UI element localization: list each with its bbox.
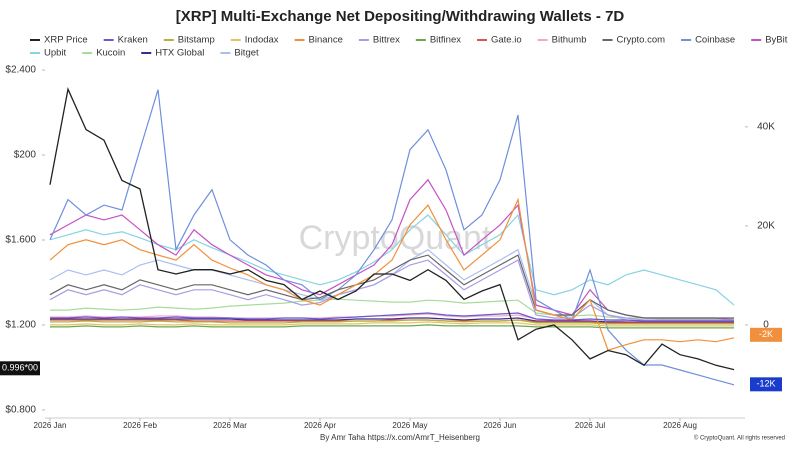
x-tick-label: 2026 Mar [213, 421, 247, 430]
value-badge-label: -12K [756, 379, 775, 389]
x-tick-label: 2026 Feb [123, 421, 157, 430]
legend-label: Bithumb [552, 35, 587, 46]
series-line [50, 313, 734, 322]
series-line [49, 87, 735, 371]
legend-label: Binance [309, 35, 343, 46]
series-line [50, 298, 734, 320]
series-line [50, 324, 734, 329]
value-badge-label: 0.996*00 [2, 363, 38, 373]
value-badge [750, 327, 782, 342]
legend-label: ByBit [765, 35, 788, 46]
value-badge [0, 361, 40, 376]
legend-label: HTX Global [155, 48, 204, 59]
legend-label: Indodax [245, 35, 279, 46]
x-tick-label: 2026 Apr [304, 421, 336, 430]
legend-label: Crypto.com [616, 35, 665, 46]
series-line [50, 319, 734, 324]
series-line [49, 213, 735, 306]
legend-label: Upbit [44, 48, 67, 59]
legend-label: XRP Price [44, 35, 88, 46]
legend-label: Bittrex [373, 35, 400, 46]
x-tick-label: 2026 Jul [575, 421, 605, 430]
x-tick-label: 2026 Jan [34, 421, 67, 430]
x-tick-label: 2026 Aug [663, 421, 697, 430]
series-line [50, 317, 734, 323]
legend-label: Bitfinex [430, 35, 461, 46]
series-line [49, 89, 735, 386]
series-line [50, 312, 734, 322]
series-line [49, 259, 734, 321]
legend-label: Bitget [234, 48, 259, 59]
copyright: © CryptoQuant. All rights reserved [694, 435, 785, 442]
legend-label: Kucoin [96, 48, 125, 59]
y-tick-label: $1.200 [5, 320, 36, 331]
y2-tick-label: 20K [757, 221, 775, 232]
footer: By Amr Taha https://x.com/AmrT_Heisenber… [320, 433, 480, 442]
series-line [49, 254, 734, 319]
x-tick-label: 2026 May [392, 421, 427, 430]
series-line [50, 319, 734, 325]
y-tick-label: $1.600 [5, 235, 36, 246]
legend-label: Bitstamp [178, 35, 215, 46]
value-badge [750, 377, 782, 392]
y-tick-label: $0.800 [5, 405, 36, 416]
y-tick-label: $2.400 [5, 65, 36, 76]
y2-tick-label: 0 [763, 320, 769, 331]
x-tick-label: 2026 Jun [484, 421, 517, 430]
value-badge-label: -2K [759, 329, 773, 339]
y2-tick-label: 40K [757, 122, 775, 133]
legend-label: Gate.io [491, 35, 522, 46]
series-line [49, 197, 735, 351]
y-tick-label: $200 [14, 150, 37, 161]
chart-title: [XRP] Multi-Exchange Net Depositing/With… [176, 8, 625, 25]
legend-label: Coinbase [695, 35, 735, 46]
series-line [50, 321, 734, 327]
legend-label: Kraken [118, 35, 148, 46]
